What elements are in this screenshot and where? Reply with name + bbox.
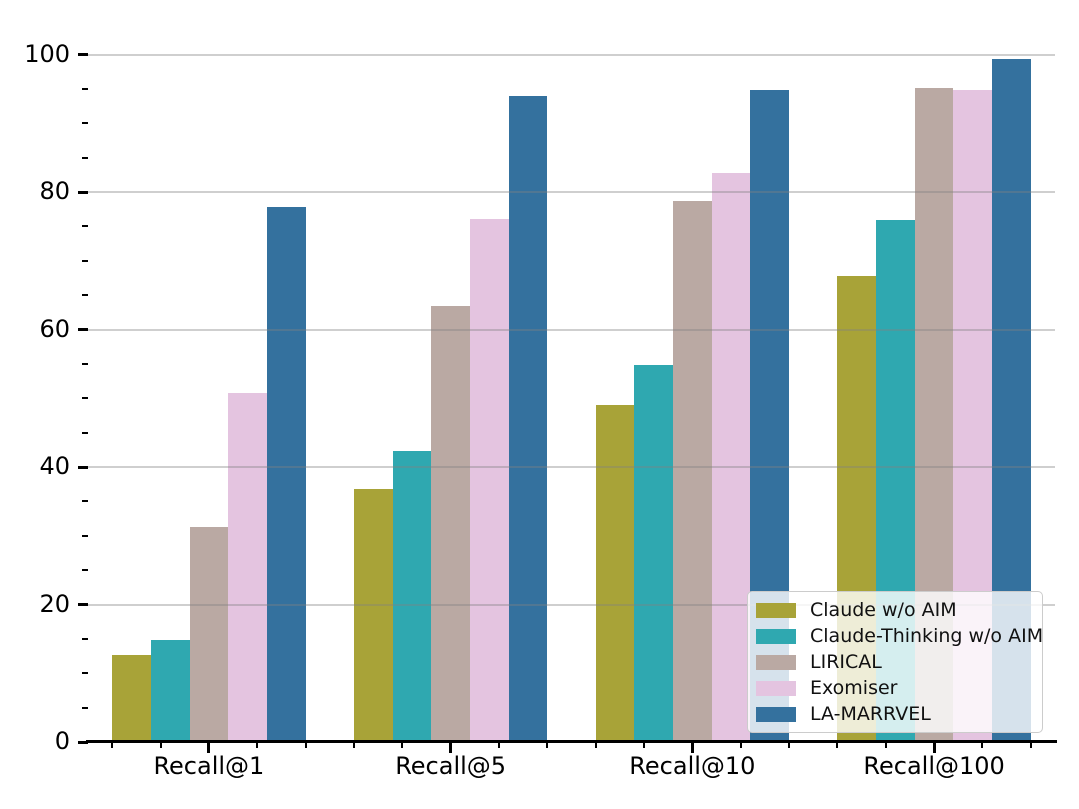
x-minor-tick: [546, 740, 549, 748]
legend-swatch-exomiser: [756, 680, 796, 696]
y-minor-tick-25: [82, 569, 88, 572]
bar-la-marrvel-recall-5: [508, 95, 548, 742]
gridline-y-20: [88, 603, 1055, 606]
y-tick-label-0: 0: [54, 726, 70, 755]
y-minor-tick-90: [82, 122, 88, 125]
x-major-tick-1: [207, 740, 211, 753]
y-tick-label-100: 100: [24, 39, 70, 68]
gridline-y-60: [88, 328, 1055, 331]
legend-item-exomiser: Exomiser: [756, 677, 1034, 699]
x-minor-tick: [594, 740, 597, 748]
y-tick-label-20: 20: [39, 589, 70, 618]
y-minor-tick-95: [82, 87, 88, 90]
gridline-y-100: [88, 53, 1055, 56]
y-minor-tick-75: [82, 225, 88, 228]
y-minor-tick-65: [82, 294, 88, 297]
y-minor-tick-45: [82, 431, 88, 434]
x-minor-tick: [401, 740, 404, 748]
x-major-tick-2: [449, 740, 453, 753]
legend-label: LA-MARRVEL: [810, 703, 931, 725]
bar-lirical-recall-5: [431, 306, 470, 742]
legend-item-claude-wo-aim: Claude w/o AIM: [756, 599, 1034, 621]
y-minor-tick-55: [82, 362, 88, 365]
y-minor-tick-15: [82, 637, 88, 640]
y-minor-tick-50: [82, 397, 88, 400]
y-tick-label-40: 40: [39, 451, 70, 480]
legend-item-lirical: LIRICAL: [756, 651, 1034, 673]
x-minor-tick: [836, 740, 839, 748]
bar-exomiser-recall-5: [469, 218, 509, 742]
x-minor-tick: [788, 740, 791, 748]
y-tick-label-80: 80: [39, 176, 70, 205]
bar-claude-w-o-aim-recall-10: [595, 405, 635, 742]
gridline-y-40: [88, 466, 1055, 468]
x-major-tick-3: [690, 740, 694, 753]
legend-label: Claude-Thinking w/o AIM: [810, 625, 1044, 647]
x-major-tick-4: [932, 740, 936, 753]
legend-swatch-claude-wo-aim: [756, 602, 796, 618]
y-major-tick-20: [78, 603, 88, 606]
y-minor-tick-35: [82, 500, 88, 503]
y-major-tick-0: [78, 740, 88, 744]
bar-exomiser-recall-10: [711, 172, 751, 742]
bar-la-marrvel-recall-1: [266, 207, 306, 742]
bar-claude-w-o-aim-recall-5: [353, 489, 393, 742]
bar-lirical-recall-1: [189, 526, 229, 742]
x-minor-tick: [304, 740, 307, 748]
x-minor-tick: [884, 740, 887, 748]
legend-swatch-lirical: [756, 654, 796, 670]
y-major-tick-40: [78, 465, 88, 469]
y-minor-tick-5: [82, 706, 88, 709]
x-tick-label-recall-10: Recall@10: [629, 752, 756, 780]
bar-claude-thinking-w-o-aim-recall-1: [150, 640, 190, 742]
legend-label: Exomiser: [810, 677, 898, 699]
bar-claude-w-o-aim-recall-1: [112, 654, 151, 742]
x-minor-tick: [497, 740, 500, 748]
legend-item-claude-thinking-wo-aim: Claude-Thinking w/o AIM: [756, 625, 1043, 647]
legend-item-la-marrvel: LA-MARRVEL: [756, 703, 1034, 725]
x-minor-tick: [352, 740, 355, 748]
y-tick-label-60: 60: [39, 314, 70, 343]
x-tick-label-recall-1: Recall@1: [153, 752, 265, 780]
bar-claude-thinking-w-o-aim-recall-5: [392, 451, 432, 742]
bar-exomiser-recall-1: [228, 393, 267, 742]
x-axis-spine: [86, 740, 1057, 743]
y-minor-tick-10: [82, 672, 88, 675]
legend-label: Claude w/o AIM: [810, 599, 957, 621]
bar-lirical-recall-10: [673, 200, 712, 742]
legend-swatch-la-marrvel: [756, 706, 796, 722]
y-minor-tick-85: [82, 156, 88, 159]
y-major-tick-60: [78, 328, 88, 331]
y-major-tick-100: [78, 53, 88, 56]
legend: Claude w/o AIM Claude-Thinking w/o AIM L…: [747, 591, 1043, 733]
x-minor-tick: [739, 740, 742, 748]
y-major-tick-80: [78, 190, 88, 194]
x-minor-tick: [643, 740, 646, 748]
y-minor-tick-30: [82, 534, 88, 537]
x-minor-tick: [256, 740, 259, 748]
x-minor-tick: [111, 740, 114, 748]
x-tick-label-recall-5: Recall@5: [395, 752, 507, 780]
legend-swatch-claude-thinking-wo-aim: [756, 628, 796, 644]
x-minor-tick: [159, 740, 162, 748]
x-minor-tick: [1029, 740, 1032, 748]
x-minor-tick: [981, 740, 984, 748]
legend-label: LIRICAL: [810, 651, 882, 673]
bar-claude-thinking-w-o-aim-recall-10: [634, 365, 674, 742]
y-minor-tick-70: [82, 259, 88, 262]
gridline-y-80: [88, 191, 1055, 193]
x-tick-label-recall-100: Recall@100: [863, 752, 1005, 780]
